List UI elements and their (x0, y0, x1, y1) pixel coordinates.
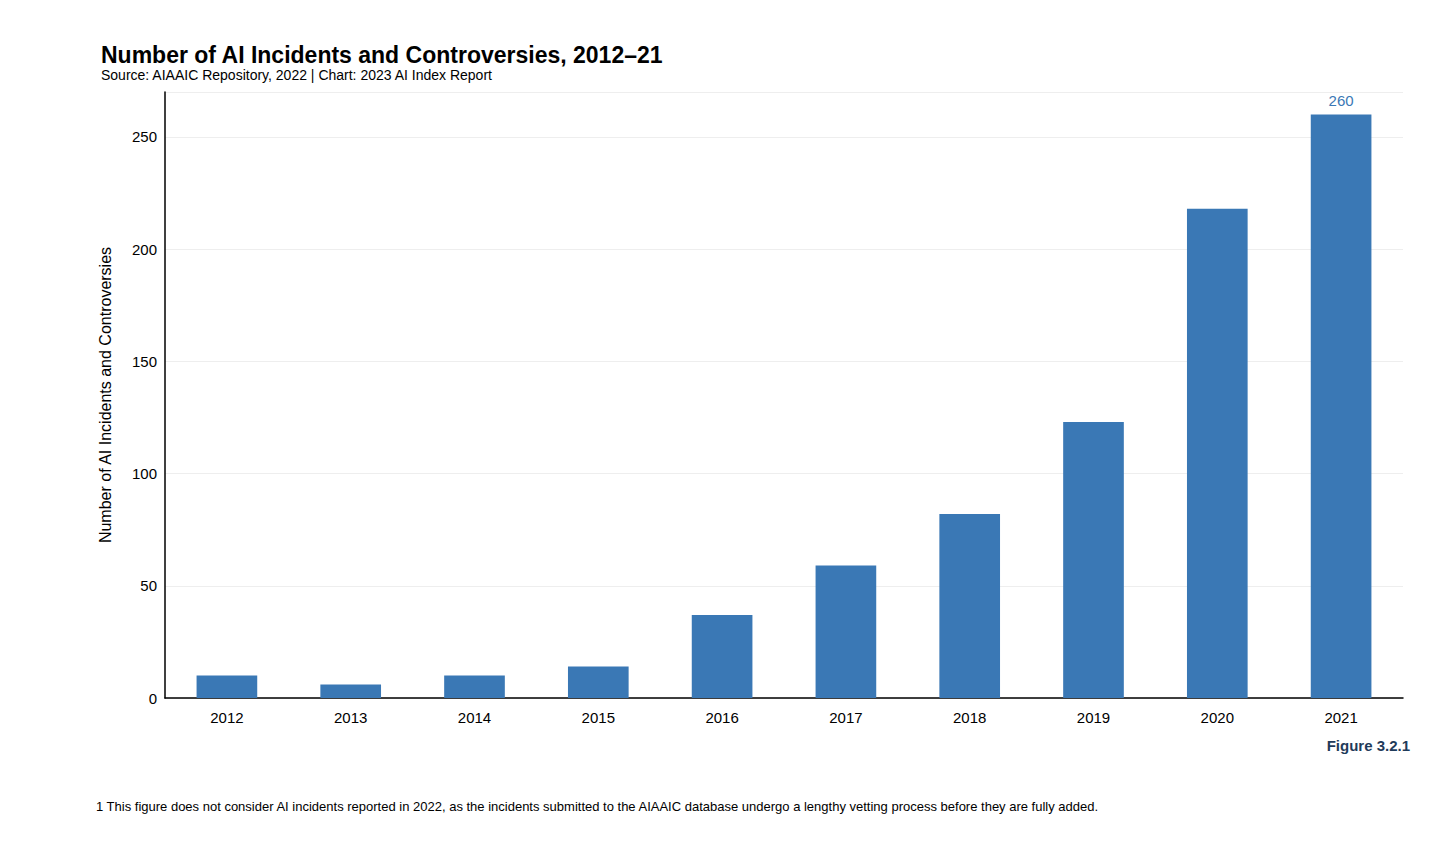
svg-text:200: 200 (132, 241, 157, 258)
svg-text:2015: 2015 (582, 709, 615, 726)
svg-text:2017: 2017 (829, 709, 862, 726)
svg-text:Source: AIAAIC Repository, 202: Source: AIAAIC Repository, 2022 | Chart:… (101, 67, 492, 83)
svg-text:250: 250 (132, 128, 157, 145)
svg-text:50: 50 (140, 577, 157, 594)
svg-text:2018: 2018 (953, 709, 986, 726)
svg-text:Figure 3.2.1: Figure 3.2.1 (1327, 737, 1410, 754)
svg-text:2021: 2021 (1324, 709, 1357, 726)
svg-text:2012: 2012 (210, 709, 243, 726)
svg-text:2016: 2016 (705, 709, 738, 726)
svg-text:Number of AI Incidents and Con: Number of AI Incidents and Controversies… (101, 42, 663, 68)
svg-text:1 This figure does not conside: 1 This figure does not consider AI incid… (96, 799, 1098, 814)
svg-text:150: 150 (132, 353, 157, 370)
svg-text:2014: 2014 (458, 709, 491, 726)
svg-text:100: 100 (132, 465, 157, 482)
svg-text:2013: 2013 (334, 709, 367, 726)
svg-text:Number of AI Incidents and Con: Number of AI Incidents and Controversies (97, 247, 114, 543)
svg-text:2019: 2019 (1077, 709, 1110, 726)
svg-text:260: 260 (1329, 92, 1354, 109)
svg-text:0: 0 (149, 690, 157, 707)
svg-text:2020: 2020 (1201, 709, 1234, 726)
